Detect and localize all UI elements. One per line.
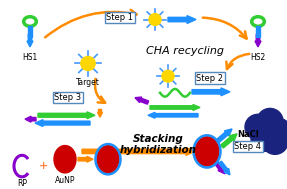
Text: Step 2: Step 2 xyxy=(197,74,224,83)
FancyArrow shape xyxy=(255,34,261,47)
FancyArrow shape xyxy=(78,156,93,162)
FancyArrow shape xyxy=(148,112,198,118)
FancyArrow shape xyxy=(135,97,149,104)
FancyArrow shape xyxy=(25,116,36,122)
Text: Step 3: Step 3 xyxy=(55,93,82,102)
Text: NaCl: NaCl xyxy=(237,130,259,139)
FancyArrow shape xyxy=(192,88,230,96)
FancyArrow shape xyxy=(221,134,237,148)
Circle shape xyxy=(257,108,283,134)
Text: CHA recycling: CHA recycling xyxy=(146,46,224,56)
FancyArrow shape xyxy=(27,34,33,47)
FancyArrow shape xyxy=(35,120,90,126)
Text: Step 1: Step 1 xyxy=(106,13,133,22)
Circle shape xyxy=(245,114,271,140)
Circle shape xyxy=(251,126,277,151)
Circle shape xyxy=(262,129,287,154)
Text: AuNP: AuNP xyxy=(55,176,75,185)
Text: HS2: HS2 xyxy=(250,53,266,62)
Circle shape xyxy=(149,14,161,26)
FancyArrow shape xyxy=(216,129,232,143)
Text: Target: Target xyxy=(76,78,100,87)
Circle shape xyxy=(81,57,95,70)
FancyArrow shape xyxy=(98,109,102,117)
Text: RP: RP xyxy=(17,179,27,188)
Circle shape xyxy=(265,118,287,144)
Ellipse shape xyxy=(54,146,76,173)
Ellipse shape xyxy=(97,146,119,173)
Text: +: + xyxy=(38,161,48,171)
FancyArrow shape xyxy=(38,112,95,119)
Bar xyxy=(28,26,32,37)
Text: Step 4: Step 4 xyxy=(234,142,261,151)
FancyArrow shape xyxy=(168,16,196,23)
Text: HS1: HS1 xyxy=(22,53,38,62)
FancyArrow shape xyxy=(219,161,230,175)
Ellipse shape xyxy=(195,137,219,166)
FancyArrow shape xyxy=(214,160,225,174)
Circle shape xyxy=(162,70,174,82)
FancyArrow shape xyxy=(82,147,195,155)
FancyArrow shape xyxy=(150,105,200,110)
Text: Stacking
hybridization: Stacking hybridization xyxy=(119,134,197,155)
Bar xyxy=(257,26,259,37)
